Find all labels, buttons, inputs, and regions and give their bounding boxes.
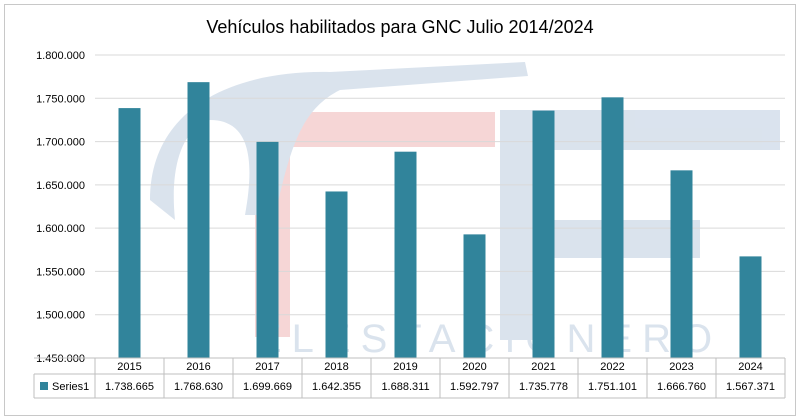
x-tick-label: 2018 [324,361,348,373]
bar [739,256,762,358]
data-label: 1.738.665 [105,381,154,393]
data-label: 1.567.371 [726,381,775,393]
bar [187,82,210,358]
bar [118,108,141,358]
data-label: 1.592.797 [450,381,499,393]
y-tick-label: 1.450.000 [36,353,85,365]
x-tick-label: 2023 [669,361,693,373]
y-tick-label: 1.800.000 [36,50,85,62]
x-tick-label: 2021 [531,361,555,373]
bar [325,191,348,358]
data-label: 1.699.669 [243,381,292,393]
x-tick-label: 2016 [186,361,210,373]
bar [394,151,417,358]
bar [670,170,693,358]
x-tick-label: 2017 [255,361,279,373]
chart-title: Vehículos habilitados para GNC Julio 201… [206,17,594,37]
bar [463,234,486,358]
x-tick-label: 2015 [117,361,141,373]
bar [256,141,279,358]
data-label: 1.751.101 [588,381,637,393]
x-tick-label: 2022 [600,361,624,373]
legend-label: Series1 [52,381,89,393]
legend-swatch [40,382,48,390]
data-table: 2015 1.738.665 2016 1.768.630 2017 1.699.669 2… [33,357,786,399]
data-label: 1.688.311 [381,381,429,393]
data-label: 1.735.778 [519,381,568,393]
bars [118,82,762,358]
x-tick-label: 2019 [393,361,417,373]
bar [532,110,555,358]
y-tick-label: 1.750.000 [36,93,85,105]
data-label: 1.666.760 [657,381,706,393]
watermark-nozzle [150,62,528,220]
y-tick-label: 1.550.000 [36,266,85,278]
y-tick-label: 1.700.000 [36,137,85,149]
y-tick-label: 1.650.000 [36,180,85,192]
x-tick-label: 2024 [738,361,762,373]
y-tick-label: 1.600.000 [36,223,85,235]
data-label: 1.642.355 [312,381,361,393]
watermark-text: ELESTACIONERO [255,317,722,361]
data-label: 1.768.630 [174,381,223,393]
bar [601,97,624,358]
y-axis: 1.450.000 1.500.000 1.550.000 1.600.000 1.65… [36,50,85,365]
watermark-blue-block [500,220,700,258]
x-tick-label: 2020 [462,361,486,373]
y-tick-label: 1.500.000 [36,310,85,322]
